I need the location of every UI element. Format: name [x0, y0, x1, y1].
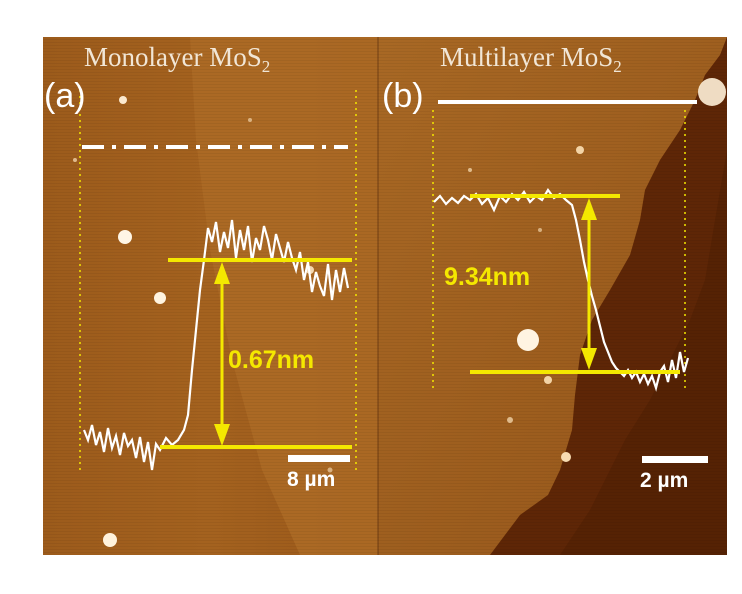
scale-bar-a — [288, 455, 350, 462]
arrowhead-down — [214, 424, 230, 446]
height-profile-b — [433, 188, 690, 392]
panel-a-title: Monolayer MoS2 — [84, 42, 270, 76]
particle — [119, 96, 127, 104]
arrowhead-up — [214, 262, 230, 284]
step-height-label-b: 9.34nm — [444, 263, 530, 291]
scale-bar-label-b: 2 µm — [640, 469, 688, 492]
particle — [154, 292, 166, 304]
particle — [103, 533, 117, 547]
particle — [517, 329, 539, 351]
panel-b-letter: (b) — [382, 77, 424, 115]
particle — [544, 376, 552, 384]
particle — [698, 78, 726, 106]
scale-bar-label-a: 8 µm — [287, 468, 335, 491]
panel-a-letter: (a) — [44, 77, 86, 115]
particle — [561, 452, 571, 462]
arrowhead-down — [581, 348, 597, 370]
panel-b: 9.34nm 2 µm Multilayer MoS2 (b) — [378, 37, 727, 555]
particle — [576, 146, 584, 154]
step-height-label-a: 0.67nm — [228, 346, 314, 374]
height-profile-a — [82, 219, 350, 471]
panel-a: 0.67nm 8 µm Monolayer MoS2 (a) — [43, 37, 378, 555]
particle — [118, 230, 132, 244]
arrowhead-up — [581, 198, 597, 220]
panel-b-title: Multilayer MoS2 — [440, 42, 622, 76]
scale-bar-b — [642, 456, 708, 463]
